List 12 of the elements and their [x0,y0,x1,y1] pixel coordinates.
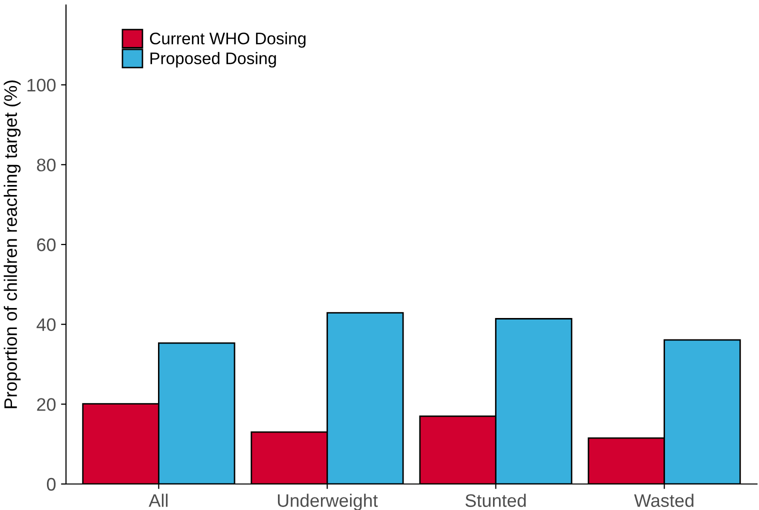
x-tick-label: Stunted [465,494,526,507]
y-tick-label: 0 [46,478,56,491]
y-tick-label: 80 [36,158,56,172]
y-tick-label: 20 [37,398,56,411]
legend-label: Current WHO Dosing [150,32,306,48]
x-tick-label: Wasted [634,494,694,507]
y-tick-label: 100 [28,78,56,92]
legend-label: Proposed Dosing [150,52,276,68]
y-tick-label: 60 [37,238,56,252]
y-axis-title: Proportion of children reaching target (%) [4,80,21,408]
x-tick-label: All [148,494,168,507]
y-tick-label: 40 [36,318,56,332]
